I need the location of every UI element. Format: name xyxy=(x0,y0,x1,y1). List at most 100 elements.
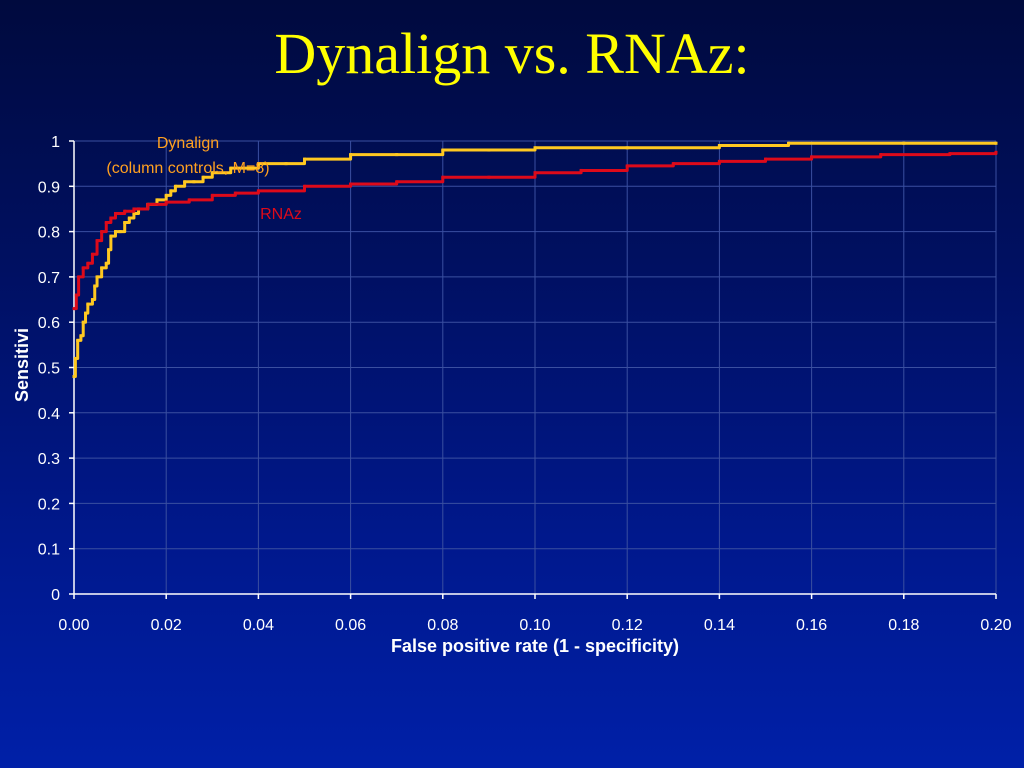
data-point-dynalign xyxy=(441,148,445,152)
x-tick-label: 0.02 xyxy=(151,617,182,634)
data-point-rnaz xyxy=(187,198,191,202)
y-tick-label: 0.7 xyxy=(38,270,60,287)
data-point-rnaz xyxy=(256,189,260,193)
data-point-rnaz xyxy=(74,293,78,297)
data-point-dynalign xyxy=(201,175,205,179)
y-tick-label: 0 xyxy=(51,587,60,604)
data-point-dynalign xyxy=(349,153,353,157)
data-point-dynalign xyxy=(169,189,173,193)
data-point-dynalign xyxy=(303,157,306,161)
data-point-dynalign xyxy=(72,375,76,379)
data-point-dynalign xyxy=(107,248,111,252)
x-tick-label: 0.14 xyxy=(704,617,735,634)
data-point-rnaz xyxy=(349,182,353,186)
data-point-rnaz xyxy=(717,159,721,163)
data-point-dynalign xyxy=(113,230,117,234)
data-point-rnaz xyxy=(303,184,306,188)
data-point-dynalign xyxy=(902,141,906,145)
x-tick-label: 0.06 xyxy=(335,617,366,634)
x-tick-label: 0.12 xyxy=(612,617,643,634)
data-point-dynalign xyxy=(123,221,127,225)
data-point-dynalign xyxy=(787,141,791,145)
data-point-dynalign xyxy=(533,146,537,150)
slide-title: Dynalign vs. RNAz: xyxy=(274,21,750,86)
y-tick-label: 0.9 xyxy=(38,179,60,196)
label-layer: Dynalign (column controls, M=8) RNAz xyxy=(106,135,301,223)
data-point-rnaz xyxy=(86,261,90,265)
data-point-dynalign xyxy=(76,338,80,342)
data-point-rnaz xyxy=(579,168,583,172)
data-point-dynalign xyxy=(93,284,97,288)
data-point-dynalign xyxy=(90,298,94,302)
x-tick-label: 0.10 xyxy=(519,617,550,634)
series-line-rnaz xyxy=(74,152,998,311)
data-point-dynalign xyxy=(717,144,721,148)
data-point-dynalign xyxy=(84,311,88,315)
data-point-dynalign xyxy=(127,216,131,220)
data-point-dynalign xyxy=(81,320,85,324)
series-layer xyxy=(72,141,998,379)
data-point-rnaz xyxy=(994,150,998,154)
x-tick-label: 0.04 xyxy=(243,617,274,634)
data-point-rnaz xyxy=(671,162,675,166)
data-point-dynalign xyxy=(173,184,177,188)
data-point-dynalign xyxy=(95,275,99,279)
data-point-dynalign xyxy=(192,180,196,184)
data-point-dynalign xyxy=(229,166,233,170)
data-point-rnaz xyxy=(395,180,399,184)
data-point-dynalign xyxy=(155,198,159,202)
x-tick-label: 0.18 xyxy=(888,617,919,634)
data-point-rnaz xyxy=(72,307,76,311)
data-point-dynalign xyxy=(109,234,113,238)
data-point-rnaz xyxy=(210,193,214,197)
data-point-dynalign xyxy=(104,261,108,265)
x-tick-label: 0.08 xyxy=(427,617,458,634)
data-point-rnaz xyxy=(625,164,629,168)
data-point-rnaz xyxy=(441,175,445,179)
data-point-dynalign xyxy=(625,146,629,150)
data-point-rnaz xyxy=(879,153,883,157)
data-point-rnaz xyxy=(948,152,952,156)
data-point-rnaz xyxy=(132,207,136,211)
data-point-rnaz xyxy=(95,239,99,243)
data-point-dynalign xyxy=(79,334,83,338)
data-point-rnaz xyxy=(77,275,81,279)
data-point-dynalign xyxy=(132,211,136,215)
y-tick-label: 1 xyxy=(51,134,60,151)
y-tick-label: 0.4 xyxy=(38,406,60,423)
x-axis-title: False positive rate (1 - specificity) xyxy=(391,636,679,656)
data-point-rnaz xyxy=(810,155,814,159)
data-point-dynalign xyxy=(183,180,187,184)
data-point-rnaz xyxy=(81,266,85,270)
x-tick-label: 0.20 xyxy=(980,617,1011,634)
series-label-rnaz: RNAz xyxy=(260,206,302,223)
series-label-dynalign: (column controls, M=8) xyxy=(106,160,269,177)
data-point-rnaz xyxy=(109,216,113,220)
data-point-dynalign xyxy=(395,153,399,157)
data-point-rnaz xyxy=(764,157,767,161)
axis-layer: 0 0.1 0.2 0.3 0.4 0.5 0.6 0.7 0.8 0.9 1 0.00 0.02 0.0… xyxy=(38,134,1012,634)
y-axis-title: Sensitivi xyxy=(12,328,32,402)
y-tick-label: 0.2 xyxy=(38,496,60,513)
series-rnaz xyxy=(72,150,998,311)
data-point-rnaz xyxy=(487,175,491,179)
data-point-dynalign xyxy=(210,171,214,175)
data-point-rnaz xyxy=(90,252,94,256)
data-point-dynalign xyxy=(73,356,77,360)
x-tick-label: 0.16 xyxy=(796,617,827,634)
y-tick-label: 0.5 xyxy=(38,361,60,378)
data-point-dynalign xyxy=(284,162,288,166)
data-point-dynalign xyxy=(487,148,491,152)
data-point-rnaz xyxy=(164,200,168,204)
y-tick-label: 0.8 xyxy=(38,225,60,242)
series-label-dynalign: Dynalign xyxy=(157,135,219,152)
y-tick-label: 0.3 xyxy=(38,451,60,468)
grid-layer xyxy=(74,140,997,594)
data-point-dynalign xyxy=(86,302,90,306)
data-point-rnaz xyxy=(233,191,237,195)
x-tick-label: 0.00 xyxy=(58,617,89,634)
data-point-rnaz xyxy=(113,211,117,215)
data-point-dynalign xyxy=(994,141,998,145)
data-point-dynalign xyxy=(118,230,122,234)
